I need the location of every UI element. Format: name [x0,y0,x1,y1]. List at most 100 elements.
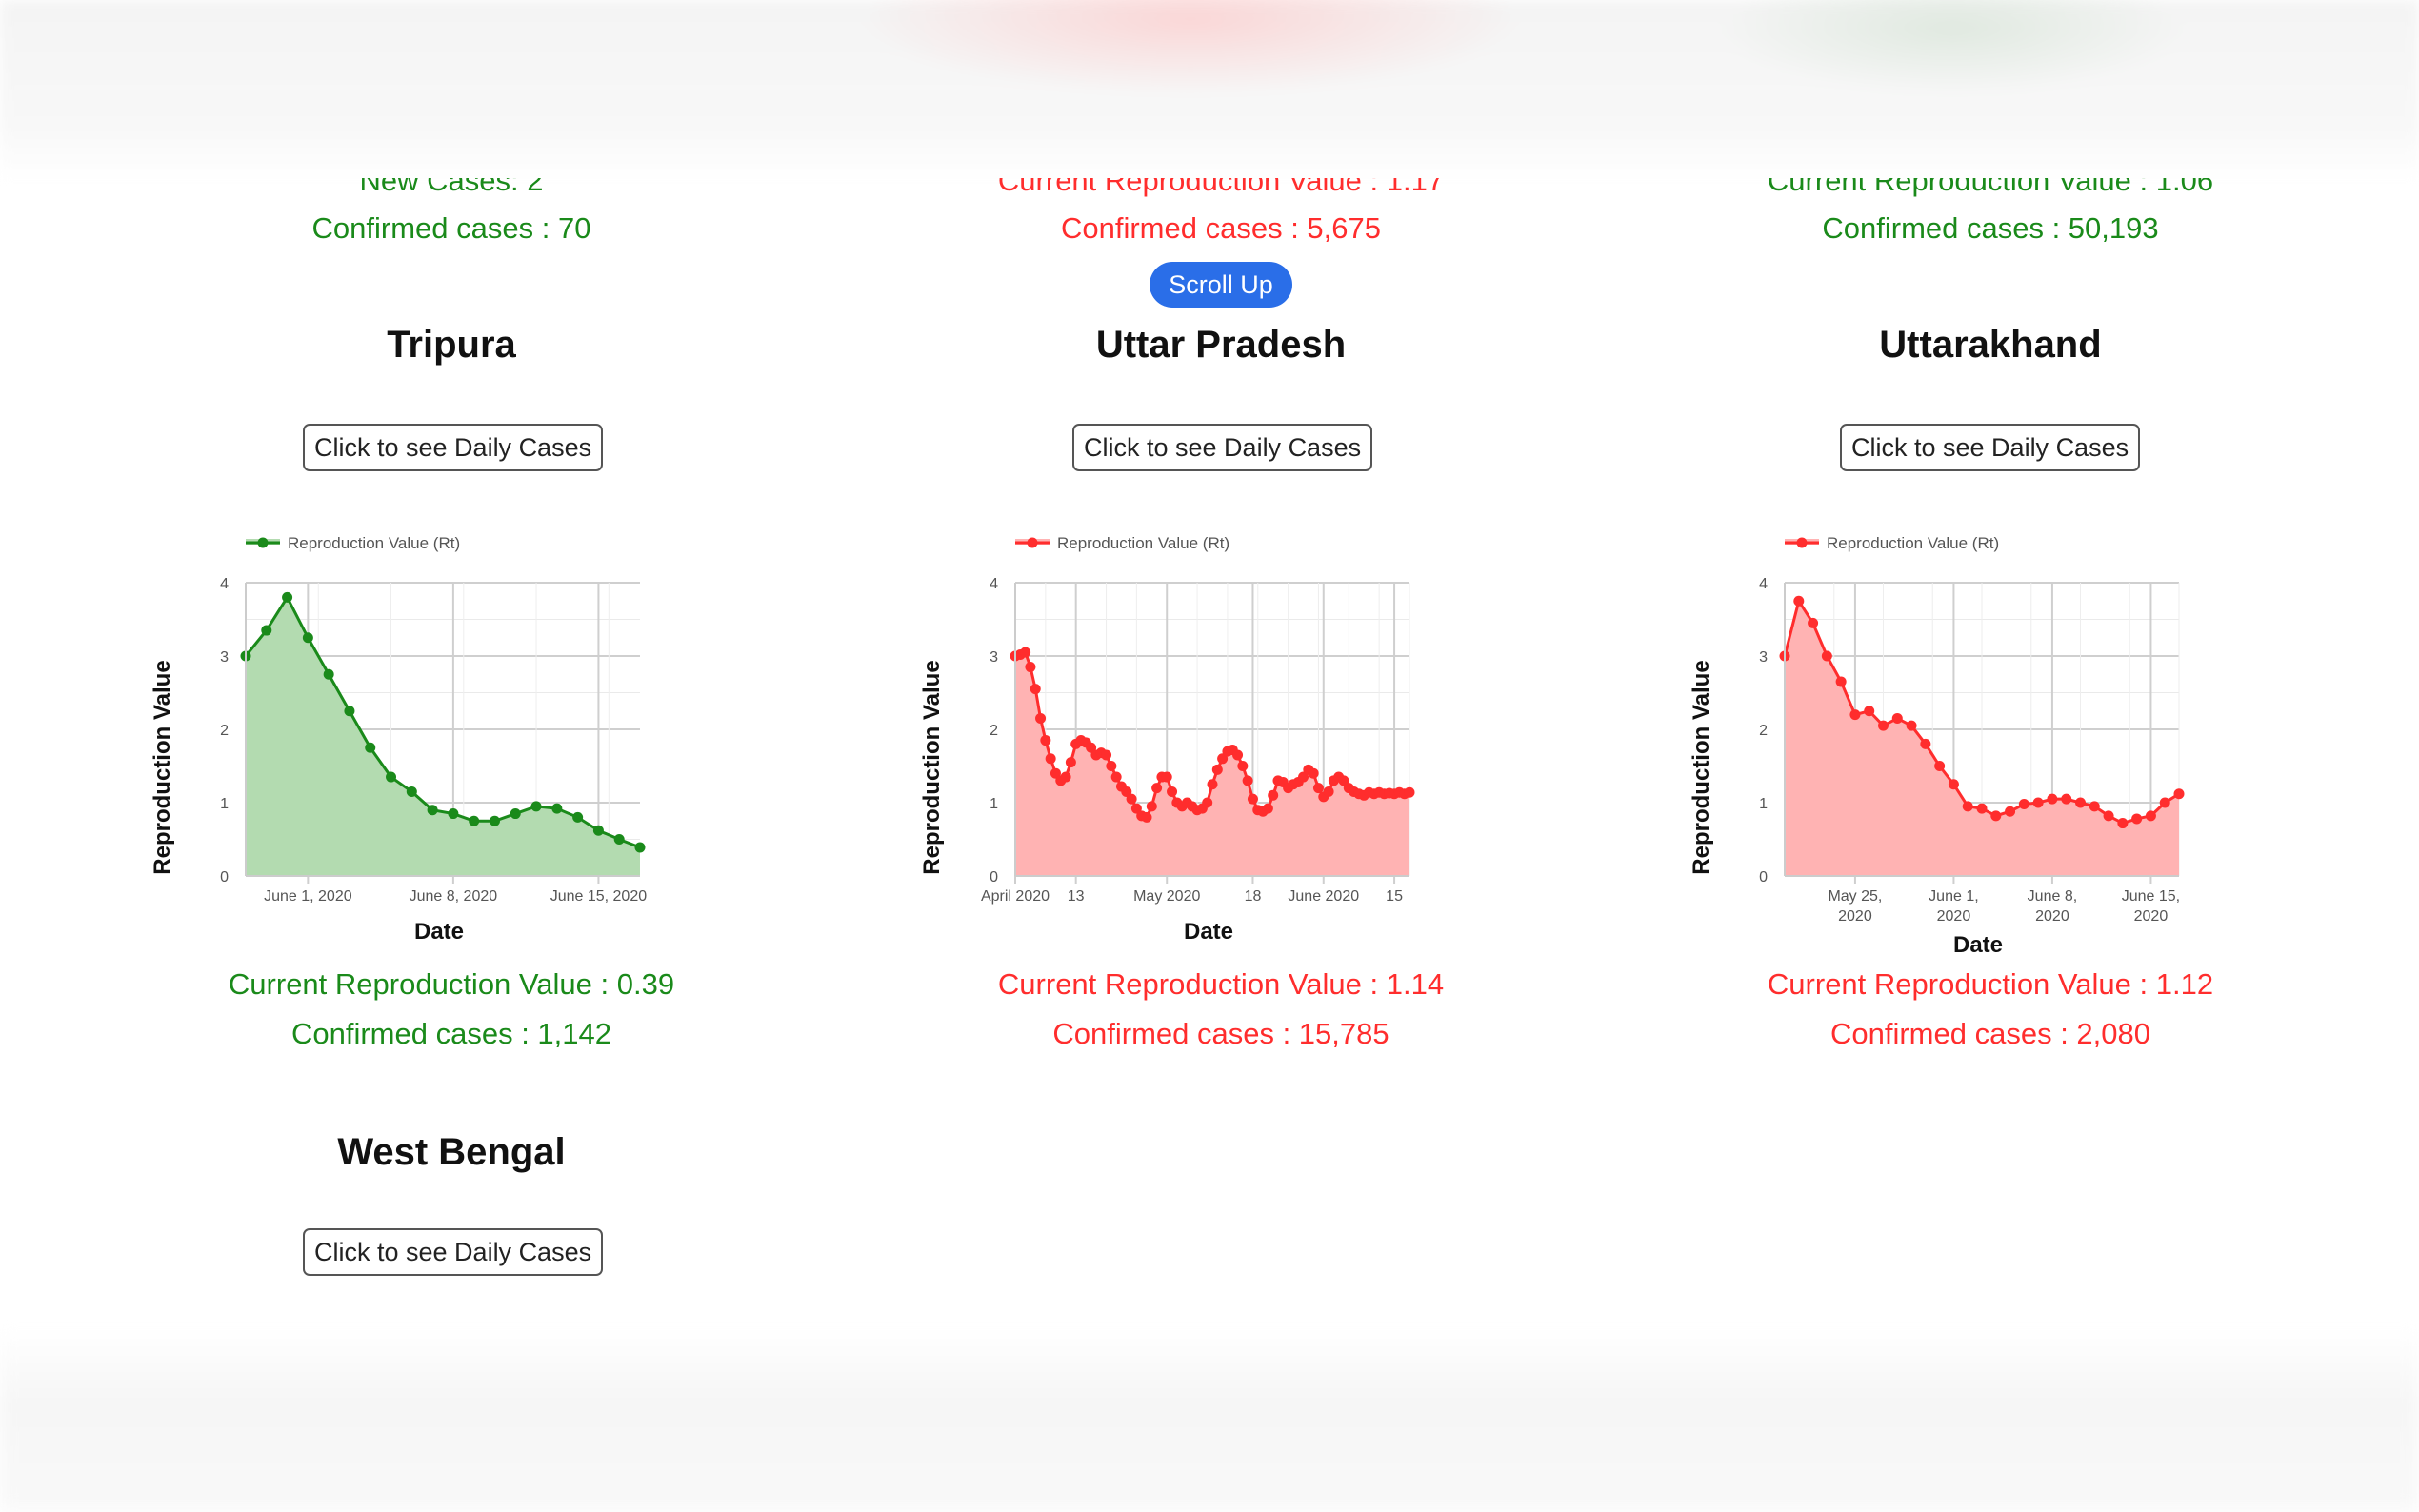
y-tick-label: 1 [1759,796,1768,812]
state-title-uttar-pradesh: Uttar Pradesh [1095,324,1347,366]
current-rt-uttarakhand: Current Reproduction Value : 1.12 [1767,967,2214,1001]
daily-cases-button-west-bengal[interactable]: Click to see Daily Cases [303,1228,604,1276]
data-point [1121,786,1132,797]
legend-label: Reproduction Value (Rt) [1827,534,1999,552]
data-point [1920,738,1931,749]
data-point [1835,676,1847,687]
data-point [1106,761,1117,771]
y-axis-title: Reproduction Value [922,660,945,874]
confirmed-cases-uttar-pradesh: Confirmed cases : 15,785 [1052,1017,1389,1050]
data-point [2032,797,2044,808]
data-point [2103,810,2114,822]
state-title-uttarakhand: Uttarakhand [1879,324,2102,366]
rt-chart-uttarakhand: 0 1 2 3 4 May 25, 2020 June 1, 2020 June 8, 2020 Ju… [1691,524,2225,962]
partial-confirmed-cases: Confirmed cases : 5,675 [1060,211,1381,245]
y-tick-label: 0 [1759,869,1768,885]
data-point [2117,818,2129,829]
x-tick-label: May 25, [1828,888,1882,905]
daily-cases-button-uttar-pradesh[interactable]: Click to see Daily Cases [1072,424,1373,471]
data-point [1035,712,1047,724]
x-tick-label: 2020 [1937,908,1971,925]
top-blurred-header [0,0,2419,181]
data-point [1990,810,2002,822]
scroll-up-button[interactable]: Scroll Up [1150,262,1292,308]
data-point [2089,801,2100,812]
partial-confirmed-cases: Confirmed cases : 70 [311,211,591,245]
legend-swatch-dot [1796,537,1808,548]
partial-current-rt: Current Reproduction Value : 1.06 [1767,164,2214,197]
data-point [1151,783,1163,794]
data-point [1262,803,1273,814]
data-point [1242,775,1253,786]
legend-swatch-dot [1027,537,1038,548]
y-tick-label: 0 [990,869,998,885]
data-point [551,803,563,814]
x-tick-label: June 8, [2028,888,2077,905]
data-point [2018,799,2029,810]
data-point [1161,771,1172,783]
x-tick-label: June 15, 2020 [550,888,648,905]
data-point [530,801,542,812]
data-point [406,786,417,797]
data-point [1130,803,1142,814]
confirmed-cases-tripura: Confirmed cases : 1,142 [290,1017,611,1050]
data-point [365,742,376,753]
data-point [1045,753,1056,765]
partial-confirmed-cases: Confirmed cases : 50,193 [1822,211,2159,245]
partial-new-cases: New Cases: 2 [359,164,544,197]
data-point [261,625,272,636]
data-point [1126,793,1137,805]
data-point [2047,793,2058,805]
y-tick-label: 2 [990,723,998,739]
data-point [1864,706,1875,717]
data-point [2173,788,2185,800]
data-point [1040,735,1051,746]
data-point [323,668,334,680]
x-tick-label: June 8, 2020 [410,888,498,905]
legend-label: Reproduction Value (Rt) [288,534,460,552]
data-point [1793,595,1805,607]
legend-label: Reproduction Value (Rt) [1057,534,1229,552]
data-point [1101,749,1112,761]
data-point [510,808,521,820]
data-point [1323,786,1334,797]
data-point [572,811,584,823]
data-point [1146,801,1157,812]
daily-cases-button-tripura[interactable]: Click to see Daily Cases [303,424,604,471]
data-point [592,825,604,836]
data-point [1030,684,1041,695]
x-tick-label: April 2020 [981,888,1050,905]
data-point [1211,764,1223,775]
series-area [1015,652,1409,876]
data-point [1060,771,1071,783]
rt-chart-tripura: 0 1 2 3 4 June 1, 2020 June 8, 2020 June 15, 20… [152,524,686,962]
y-axis-title: Reproduction Value [152,660,175,874]
confirmed-cases-uttarakhand: Confirmed cases : 2,080 [1829,1017,2150,1050]
y-tick-label: 3 [1759,649,1768,666]
x-axis-title: Date [1184,919,1233,945]
series-area [246,597,640,876]
x-tick-label: 18 [1245,888,1262,905]
data-point [1976,803,1988,814]
data-point [1906,720,1917,731]
data-point [2131,813,2143,825]
current-rt-tripura: Current Reproduction Value : 0.39 [228,967,675,1001]
data-point [1404,786,1415,798]
data-point [1934,761,1946,771]
data-point [2075,797,2086,808]
data-point [1232,749,1244,761]
bottom-blurred-footer [0,1328,2419,1512]
data-point [2145,810,2156,822]
daily-cases-button-uttarakhand[interactable]: Click to see Daily Cases [1840,424,2141,471]
data-point [469,815,480,826]
x-tick-label: 2020 [2035,908,2069,925]
y-tick-label: 4 [220,576,229,592]
data-point [1948,779,1959,790]
data-point [1020,647,1031,658]
data-point [427,805,438,816]
legend-swatch-dot [257,537,269,548]
y-tick-label: 3 [990,649,998,666]
y-tick-label: 1 [990,796,998,812]
x-axis-title: Date [414,919,464,945]
data-point [302,632,313,644]
